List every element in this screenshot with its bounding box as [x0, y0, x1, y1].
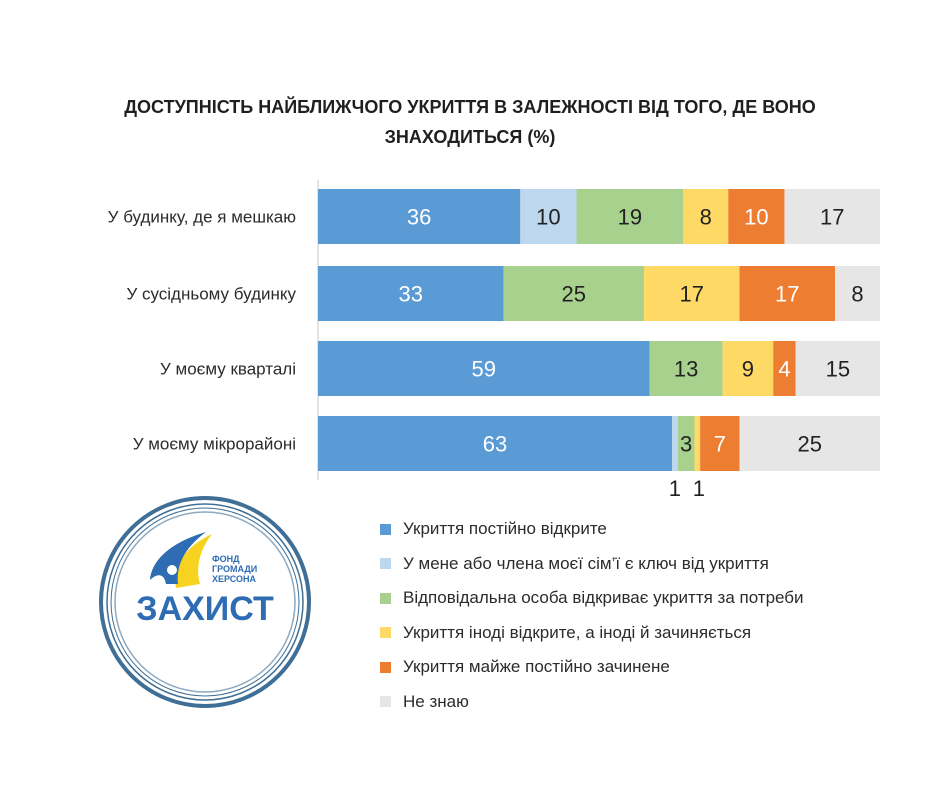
chart-title-line-2: ЗНАХОДИТЬСЯ (%) [384, 127, 556, 147]
bar-segment [643, 266, 740, 321]
zakhyst-logo: ФОНД ГРОМАДИ ХЕРСОНА ЗАХИСТ [99, 496, 311, 708]
logo-figure-head [167, 565, 177, 575]
legend-item: Укриття майже постійно зачинене [380, 650, 804, 685]
data-label: 10 [744, 205, 768, 230]
bar-segment [728, 189, 785, 244]
bar-segment [576, 189, 684, 244]
data-label: 19 [618, 205, 642, 230]
chart-title-line-1: ДОСТУПНІСТЬ НАЙБЛИЖЧОГО УКРИТТЯ В ЗАЛЕЖН… [124, 97, 816, 117]
data-label: 33 [398, 282, 422, 307]
bar-segment [795, 341, 880, 396]
legend-label: Укриття майже постійно зачинене [403, 657, 670, 677]
data-label: 17 [820, 205, 844, 230]
legend-item: Відповідальна особа відкриває укриття за… [380, 581, 804, 616]
legend-swatch [380, 523, 391, 535]
category-label: У моєму кварталі [160, 360, 296, 379]
bar-segment [784, 189, 880, 244]
legend-swatch [380, 696, 391, 708]
bar-segment [649, 341, 723, 396]
data-label: 17 [775, 282, 799, 307]
data-label: 7 [714, 432, 726, 457]
bar-segment [318, 416, 673, 471]
legend-label: У мене або члена моєї сім’ї є ключ від у… [403, 553, 769, 573]
bar-segment [773, 341, 796, 396]
legend-swatch [380, 661, 391, 673]
chart-legend: Укриття постійно відкрите У мене або член… [380, 512, 804, 719]
bar-segment [694, 416, 701, 471]
legend-swatch [380, 592, 391, 604]
bar-segment [677, 416, 695, 471]
logo-tagline-2: ГРОМАДИ [212, 564, 257, 574]
legend-item: У мене або члена моєї сім’ї є ключ від у… [380, 547, 804, 582]
category-label: У будинку, де я мешкаю [108, 208, 297, 227]
legend-item: Не знаю [380, 685, 804, 720]
bar-segment [700, 416, 740, 471]
data-label: 8 [851, 282, 863, 307]
bar-segment [739, 416, 880, 471]
chart-title: ДОСТУПНІСТЬ НАЙБЛИЖЧОГО УКРИТТЯ В ЗАЛЕЖН… [0, 92, 940, 152]
logo-tagline-3: ХЕРСОНА [212, 574, 257, 584]
category-label: У сусідньому будинку [126, 285, 296, 304]
data-label: 10 [536, 205, 560, 230]
bar-segment [739, 266, 836, 321]
legend-item: Укриття іноді відкрите, а іноді й зачиня… [380, 616, 804, 651]
data-label: 1 [693, 476, 705, 500]
logo-name: ЗАХИСТ [136, 590, 274, 628]
data-label: 25 [561, 282, 585, 307]
logo-flag-yellow [175, 534, 212, 588]
data-label: 8 [700, 205, 712, 230]
logo-ring [99, 496, 311, 708]
legend-label: Відповідальна особа відкриває укриття за… [403, 588, 804, 608]
category-label: У моєму мікрорайоні [133, 435, 296, 454]
logo-tagline-1: ФОНД [212, 554, 240, 564]
bar-segment [722, 341, 774, 396]
bar-segment [503, 266, 644, 321]
legend-item: Укриття постійно відкрите [380, 512, 804, 547]
data-label: 63 [483, 432, 507, 457]
bar-segment [520, 189, 577, 244]
data-label: 13 [674, 357, 698, 382]
data-label: 36 [407, 205, 431, 230]
data-label: 59 [472, 357, 496, 382]
bar-segment [683, 189, 729, 244]
legend-label: Укриття іноді відкрите, а іноді й зачиня… [403, 622, 752, 642]
data-label: 1 [669, 476, 681, 500]
bar-segment [318, 189, 521, 244]
data-label: 9 [742, 357, 754, 382]
data-label: 25 [798, 432, 822, 457]
logo-flag-blue [150, 532, 206, 584]
data-label: 4 [778, 357, 790, 382]
legend-swatch [380, 627, 391, 639]
legend-label: Укриття постійно відкрите [403, 519, 607, 539]
legend-swatch [380, 558, 391, 570]
bar-segment [672, 416, 678, 471]
stacked-bar-chart: У будинку, де я мешкаю 36 10 19 8 10 17У сусід… [108, 180, 880, 500]
data-label: 17 [679, 282, 703, 307]
bar-segment [318, 341, 650, 396]
data-label: 15 [826, 357, 850, 382]
bar-segment [835, 266, 880, 321]
legend-label: Не знаю [403, 691, 469, 711]
bar-segment [318, 266, 504, 321]
data-label: 3 [680, 432, 692, 457]
